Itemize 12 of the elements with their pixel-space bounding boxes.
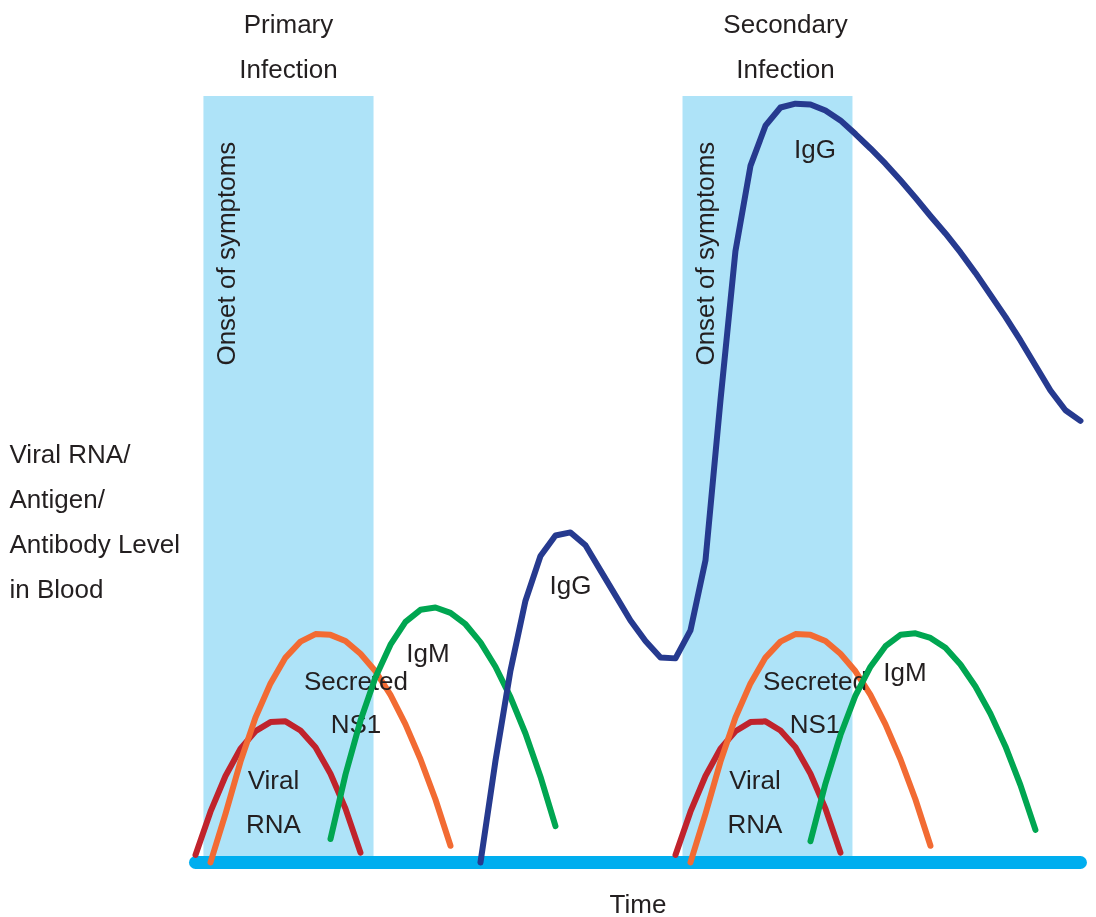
text: Secondary Infection bbox=[723, 9, 848, 85]
y-axis-title: Viral RNA/ Antigen/ Antibody Level in Blood bbox=[9, 438, 181, 604]
series-label: IgM bbox=[883, 657, 927, 688]
text: IgM bbox=[406, 638, 450, 669]
text: Viral RNA bbox=[727, 765, 783, 839]
text: Primary Infection bbox=[239, 9, 338, 85]
series-label: Viral RNA bbox=[246, 765, 302, 839]
annotation: Onset of symptoms bbox=[690, 141, 721, 366]
series-label: IgG bbox=[549, 570, 592, 601]
annotation: Onset of symptoms bbox=[210, 141, 241, 366]
text: IgG bbox=[794, 134, 836, 165]
x-axis-title: Time bbox=[609, 889, 667, 917]
